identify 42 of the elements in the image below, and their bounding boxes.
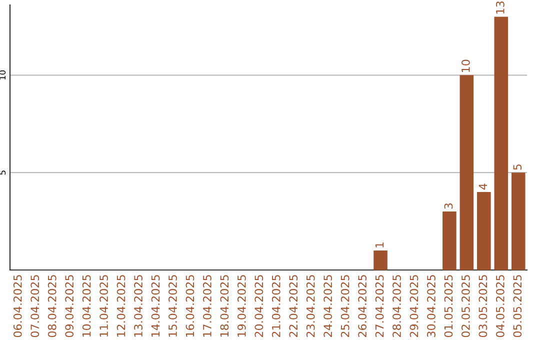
x-tick-label: 27.04.2025: [375, 275, 384, 337]
data-label: 13: [496, 1, 504, 14]
x-tick-label: 30.04.2025: [427, 275, 436, 337]
data-label: 3: [444, 203, 453, 209]
data-label: 10: [462, 60, 470, 72]
x-tick-label: 19.04.2025: [237, 275, 246, 337]
x-tick-label: 06.04.2025: [13, 275, 22, 338]
x-tick-label: 21.04.2025: [272, 275, 280, 337]
bar: [374, 250, 388, 270]
x-tick-label: 26.04.2025: [358, 275, 367, 337]
bar: [460, 75, 474, 270]
x-tick-label: 12.04.2025: [116, 275, 126, 337]
x-tick-label: 17.04.2025: [203, 275, 212, 337]
data-label: 5: [513, 164, 522, 170]
bar: [477, 192, 491, 270]
x-tick-label: 02.05.2025: [462, 275, 470, 338]
x-tick-label: 03.05.2025: [478, 275, 488, 338]
x-tick-label: 07.04.2025: [30, 275, 40, 338]
x-tick-label: 28.04.2025: [392, 275, 401, 337]
x-tick-label: 04.05.2025: [496, 275, 504, 338]
bar: [511, 172, 526, 270]
bar: [442, 212, 456, 270]
x-tick-label: 16.04.2025: [186, 275, 194, 337]
x-tick-label: 01.05.2025: [444, 275, 453, 338]
data-label: 4: [478, 184, 487, 190]
x-tick-label: 09.04.2025: [65, 275, 74, 338]
x-tick-label: 13.04.2025: [134, 275, 142, 337]
x-tick-label: 08.04.2025: [48, 275, 56, 338]
x-tick-label: 20.04.2025: [254, 275, 264, 337]
x-tick-label: 18.04.2025: [220, 275, 229, 337]
x-tick-label: 05.05.2025: [513, 275, 522, 338]
x-tick-label: 14.04.2025: [151, 275, 160, 337]
x-tick-label: 29.04.2025: [410, 275, 418, 337]
x-tick-label: 15.04.2025: [168, 275, 177, 337]
x-tick-label: 25.04.2025: [340, 275, 350, 337]
x-tick-label: 24.04.2025: [324, 275, 332, 337]
x-tick-label: 23.04.2025: [306, 275, 315, 337]
x-tick-label: 22.04.2025: [289, 275, 298, 337]
bar: [494, 16, 508, 270]
x-tick-label: 11.04.2025: [100, 275, 108, 337]
x-tick-label: 10.04.2025: [82, 275, 91, 337]
data-label: 1: [375, 242, 384, 248]
